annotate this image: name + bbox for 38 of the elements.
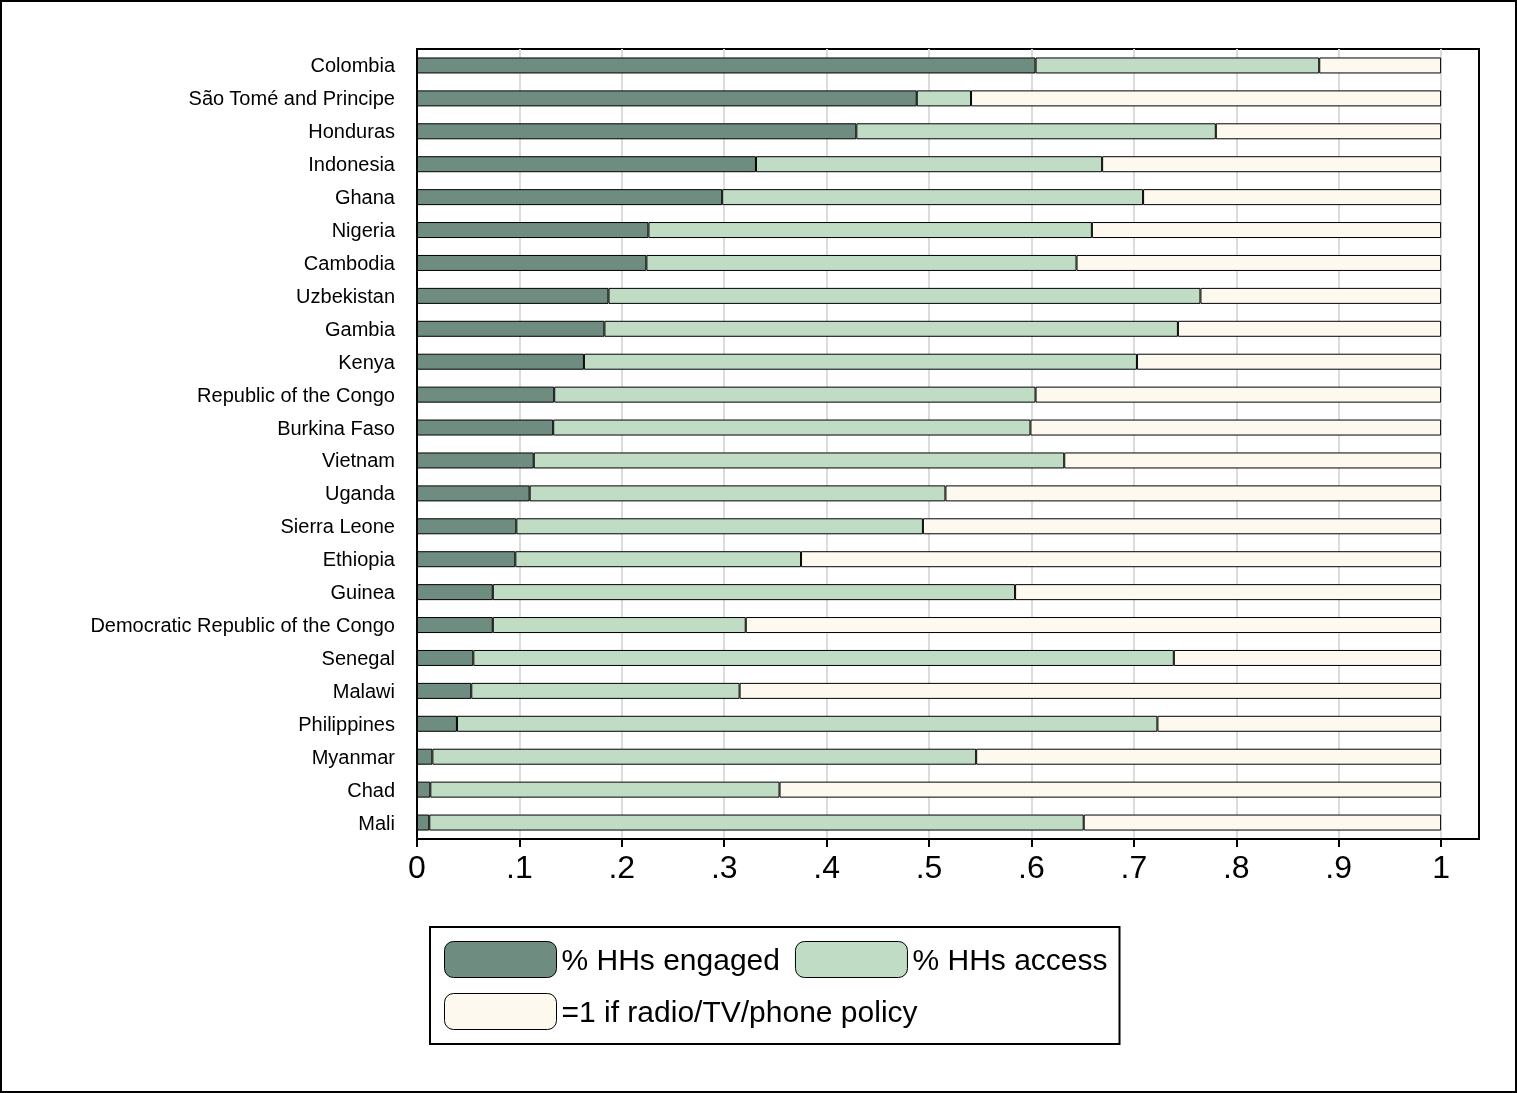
y-tick-label: Republic of the Congo: [197, 383, 395, 406]
x-tick-label: .2: [608, 849, 636, 885]
x-tick-label: 1: [1432, 849, 1451, 885]
y-tick-label: Nigeria: [331, 219, 396, 242]
y-tick-label: Ethiopia: [322, 548, 396, 571]
y-tick-label: Cambodia: [303, 251, 396, 274]
y-tick-label: Mali: [358, 811, 395, 834]
y-tick-label: Kenya: [338, 350, 396, 373]
legend-label: =1 if radio/TV/phone policy: [561, 995, 918, 1028]
y-tick-label: Myanmar: [311, 745, 396, 768]
x-tick-label: .4: [813, 849, 840, 885]
y-tick-label: Colombia: [310, 54, 396, 77]
x-tick-label: .1: [506, 849, 533, 885]
legend-label: % HHs access: [912, 943, 1108, 976]
x-tick-label: .3: [710, 849, 738, 885]
y-tick-label: Ghana: [334, 186, 396, 209]
x-tick-label: .5: [915, 849, 943, 885]
legend-label: % HHs engaged: [561, 943, 780, 976]
y-tick-label: Uganda: [324, 482, 396, 505]
y-tick-label: Democratic Republic of the Congo: [90, 614, 395, 637]
y-tick-label: Honduras: [308, 120, 395, 143]
y-tick-label: Sierra Leone: [280, 515, 395, 538]
y-tick-label: Chad: [347, 778, 395, 801]
y-tick-label: Philippines: [298, 712, 395, 735]
y-tick-label: Malawi: [332, 679, 395, 702]
x-tick-label: .9: [1325, 849, 1353, 885]
x-tick-label: 0: [408, 849, 426, 885]
y-tick-label: Vietnam: [321, 449, 395, 472]
x-tick-label: .7: [1120, 849, 1148, 885]
y-tick-label: Uzbekistan: [296, 284, 395, 307]
y-tick-label: São Tomé and Principe: [188, 87, 395, 110]
x-tick-label: .6: [1018, 849, 1045, 885]
y-tick-label: Burkina Faso: [277, 416, 395, 439]
y-tick-label: Senegal: [321, 646, 395, 669]
x-tick-label: .8: [1222, 849, 1250, 885]
y-tick-label: Indonesia: [308, 153, 396, 176]
y-tick-label: Guinea: [330, 581, 396, 604]
y-tick-label: Gambia: [324, 317, 396, 340]
